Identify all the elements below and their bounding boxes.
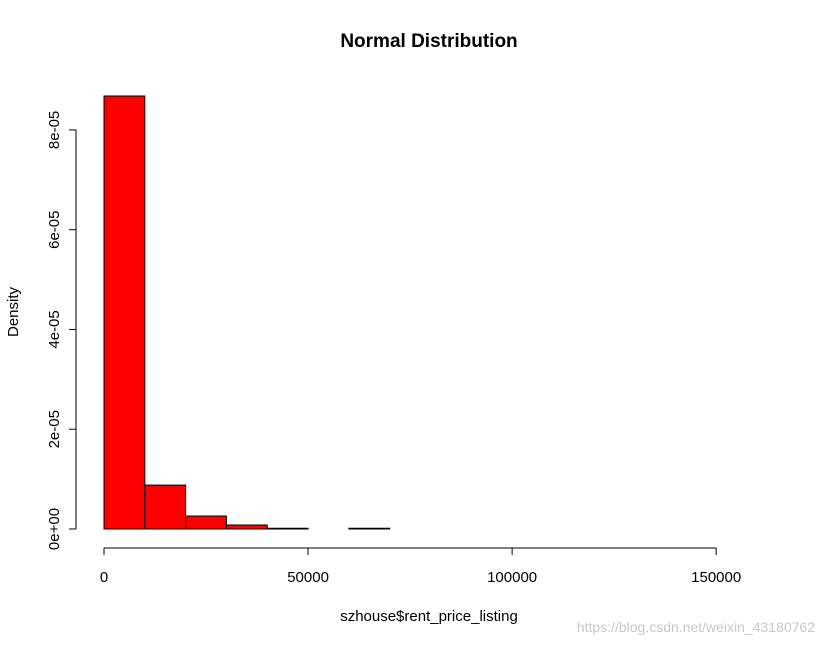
y-tick-label: 0e+00 (46, 508, 63, 550)
y-tick-label: 8e-05 (46, 111, 63, 149)
y-tick-label: 2e-05 (46, 410, 63, 448)
y-axis-label: Density (5, 286, 22, 337)
x-tick-label: 50000 (287, 569, 329, 586)
x-tick-label: 0 (100, 569, 108, 586)
y-axis: 0e+00 2e-05 4e-05 6e-05 8e-05 (46, 111, 77, 550)
x-axis-label: szhouse$rent_price_listing (340, 608, 518, 625)
chart-title: Normal Distribution (340, 31, 517, 52)
histogram-bar (185, 515, 227, 530)
y-tick-label: 6e-05 (46, 211, 63, 249)
y-tick-label: 4e-05 (46, 310, 63, 348)
histogram-bar (103, 95, 146, 530)
bars-group (103, 95, 391, 530)
x-tick-label: 100000 (487, 569, 537, 586)
x-axis: 0 50000 100000 150000 (100, 547, 741, 586)
x-tick-label: 150000 (691, 569, 741, 586)
histogram-bar (348, 527, 391, 530)
histogram-bar (266, 527, 309, 530)
histogram-bar (144, 484, 187, 530)
watermark-text: https://blog.csdn.net/weixin_43180762 (576, 619, 815, 635)
histogram-bar (225, 524, 268, 530)
